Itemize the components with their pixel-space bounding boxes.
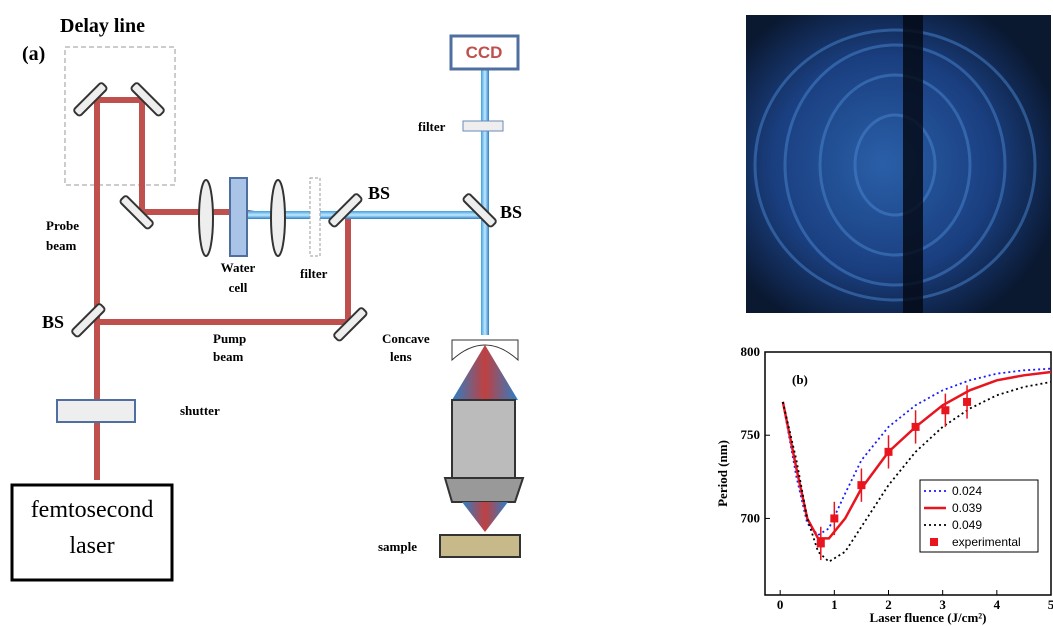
label: laser (69, 533, 114, 559)
label: BS (42, 312, 64, 332)
objective (452, 400, 515, 478)
legend-label: experimental (952, 535, 1021, 549)
label: Pump (213, 331, 246, 346)
cone (452, 345, 518, 400)
data-point (830, 514, 838, 522)
filter (463, 121, 503, 131)
x-tick-label: 1 (831, 597, 838, 612)
x-tick-label: 0 (777, 597, 784, 612)
label: CCD (466, 43, 503, 62)
data-point (941, 406, 949, 414)
x-axis-label: Laser fluence (J/cm²) (869, 610, 986, 625)
label: beam (213, 349, 244, 364)
lens (199, 180, 213, 256)
x-tick-label: 4 (994, 597, 1001, 612)
label: Water (221, 260, 256, 275)
water-cell (230, 178, 247, 256)
label: Concave (382, 331, 430, 346)
shutter (57, 400, 135, 422)
data-point (885, 448, 893, 456)
diagram-title: Delay line (60, 15, 145, 37)
label: beam (46, 238, 77, 253)
figure: Delay line (a) CCD filter BS BS BS Probe… (0, 0, 1053, 626)
data-point (857, 481, 865, 489)
data-point (912, 423, 920, 431)
legend-label: 0.039 (952, 501, 982, 515)
legend-marker (930, 538, 938, 546)
beam-splitter (462, 193, 497, 228)
panel-label: (b) (792, 372, 808, 387)
setup-diagram: Delay line (a) CCD filter BS BS BS Probe… (12, 15, 523, 580)
objective-tip (445, 478, 523, 502)
y-axis-label: Period (nm) (715, 440, 730, 507)
x-tick-label: 5 (1048, 597, 1053, 612)
y-tick-label: 750 (741, 427, 761, 442)
data-point (817, 539, 825, 547)
blue-beam (481, 55, 489, 335)
label: filter (418, 119, 446, 134)
label: sample (378, 539, 417, 554)
plot-frame (765, 352, 1051, 595)
y-tick-label: 800 (741, 344, 761, 359)
sample (440, 535, 520, 557)
legend-label: 0.049 (952, 518, 982, 532)
micrograph (746, 15, 1051, 313)
lens (271, 180, 285, 256)
y-tick-label: 700 (741, 510, 761, 525)
label: filter (300, 266, 328, 281)
label: BS (500, 202, 522, 222)
label: lens (390, 349, 412, 364)
label: BS (368, 183, 390, 203)
label: shutter (180, 403, 220, 418)
label: Probe (46, 218, 79, 233)
label: femtosecond (31, 497, 154, 523)
filter (310, 178, 320, 256)
panel-label: (a) (22, 43, 45, 65)
cone (462, 502, 508, 532)
label: cell (229, 280, 248, 295)
legend-label: 0.024 (952, 484, 982, 498)
data-point (963, 398, 971, 406)
